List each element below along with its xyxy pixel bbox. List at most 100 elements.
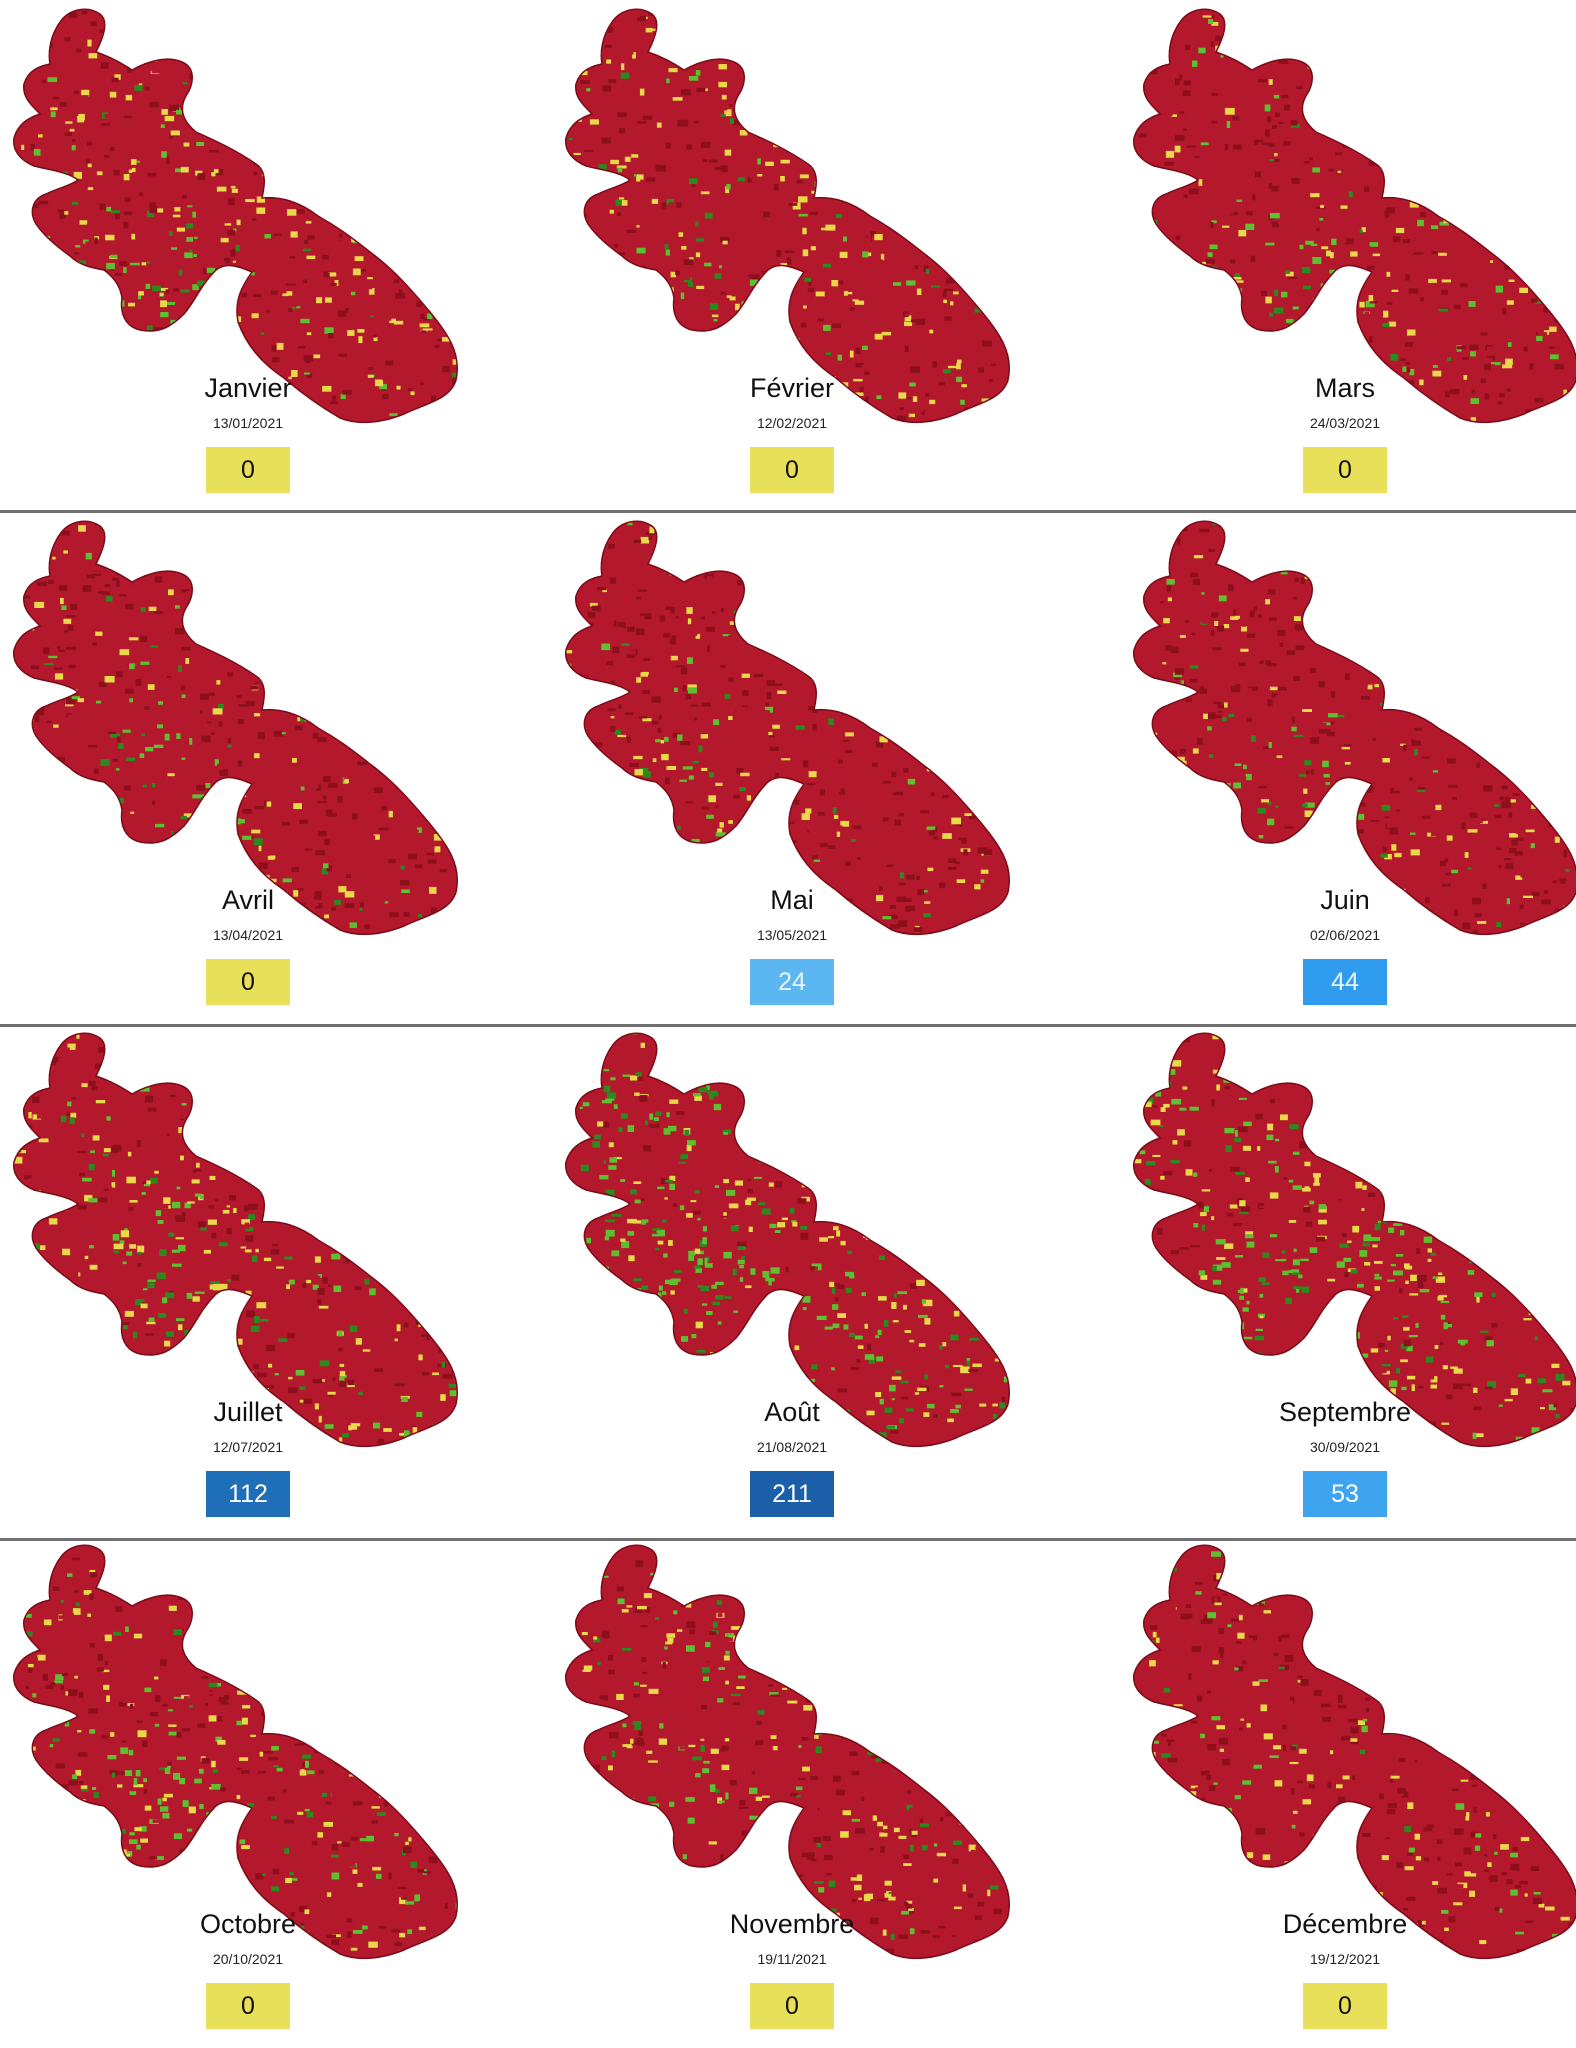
map-pixel [747,795,751,800]
map-pixel [464,762,470,765]
map-pixel [1012,831,1018,837]
map-pixel [313,751,320,753]
map-pixel [1442,553,1450,558]
map-pixel [779,302,783,306]
map-pixel [60,140,69,144]
map-pixel [648,796,657,803]
map-pixel [1496,683,1501,689]
map-pixel [126,95,132,101]
map-pixel [1321,344,1325,349]
map-pixel [1016,630,1021,635]
map-pixel [129,637,139,640]
map-pixel [855,819,865,825]
map-pixel [833,826,843,830]
map-pixel [714,319,718,322]
map-pixel [938,92,941,97]
map-pixel [605,576,608,580]
map-pixel [917,329,924,336]
map-pixel [807,83,815,88]
map-pixel [361,652,370,655]
map-pixel [451,588,459,595]
map-pixel [1166,151,1174,158]
map-pixel [261,221,271,223]
map-pixel [1387,302,1393,305]
map-pixel [118,743,124,749]
map-pixel [64,630,68,633]
map-pixel [1428,46,1435,48]
map-pixel [119,261,127,266]
map-pixel [158,701,163,705]
map-pixel [823,264,831,268]
map-pixel [979,619,985,624]
map-pixel [225,288,232,292]
map-pixel [949,695,956,698]
map-pixel [1160,301,1166,303]
map-pixel [637,225,640,228]
map-pixel [171,922,177,926]
map-panel [1120,512,1576,1024]
map-pixel [775,336,779,340]
map-pixel [1007,162,1015,168]
map-pixel [1304,760,1311,765]
map-pixel [1337,591,1344,598]
map-pixel [1550,196,1559,201]
map-pixel [228,198,235,205]
map-pixel [131,516,139,521]
map-pixel [326,176,336,180]
map-pixel [611,716,615,718]
map-pixel [897,52,902,56]
map-pixel [956,81,964,87]
map-pixel [1542,83,1552,85]
map-pixel [701,142,711,148]
map-pixel [1382,615,1390,620]
map-pixel [840,575,847,577]
map-pixel [1284,798,1291,802]
map-pixel [219,568,225,575]
map-pixel [213,708,223,714]
map-pixel [639,349,647,354]
map-pixel [450,660,458,663]
map-pixel [65,132,72,136]
map-pixel [608,708,616,711]
map-pixel [443,637,451,641]
map-pixel [1328,407,1333,411]
map-pixel [88,164,92,168]
map-pixel [585,534,593,540]
map-pixel [584,515,590,522]
map-pixel [1411,232,1414,238]
map-pixel [454,658,458,661]
map-pixel [951,729,961,733]
map-pixel [104,369,114,372]
map-pixel [1323,296,1330,301]
map-pixel [1008,13,1015,19]
map-pixel [1365,312,1369,318]
map-pixel [941,258,949,265]
map-pixel [978,156,983,161]
map-pixel [102,857,110,860]
map-pixel [1184,52,1189,57]
map-pixel [382,725,388,730]
map-pixel [419,587,423,593]
map-pixel [625,712,634,715]
map-pixel [988,931,995,934]
map-pixel [1351,32,1356,37]
map-pixel [223,546,227,548]
map-pixel [113,518,123,524]
map-pixel [1557,281,1567,287]
map-pixel [641,672,649,676]
map-pixel [733,563,741,566]
map-pixel [1246,211,1252,215]
map-pixel [240,523,248,527]
map-pixel [1161,684,1165,689]
map-pixel [1295,578,1299,582]
map-pixel [436,549,440,554]
map-pixel [402,206,406,209]
map-pixel [439,700,443,703]
map-pixel [834,788,841,792]
map-pixel [1293,307,1299,310]
map-pixel [1019,254,1022,258]
map-pixel [966,387,970,392]
map-pixel [351,62,360,69]
map-pixel [1420,212,1426,217]
map-pixel [1009,95,1018,99]
